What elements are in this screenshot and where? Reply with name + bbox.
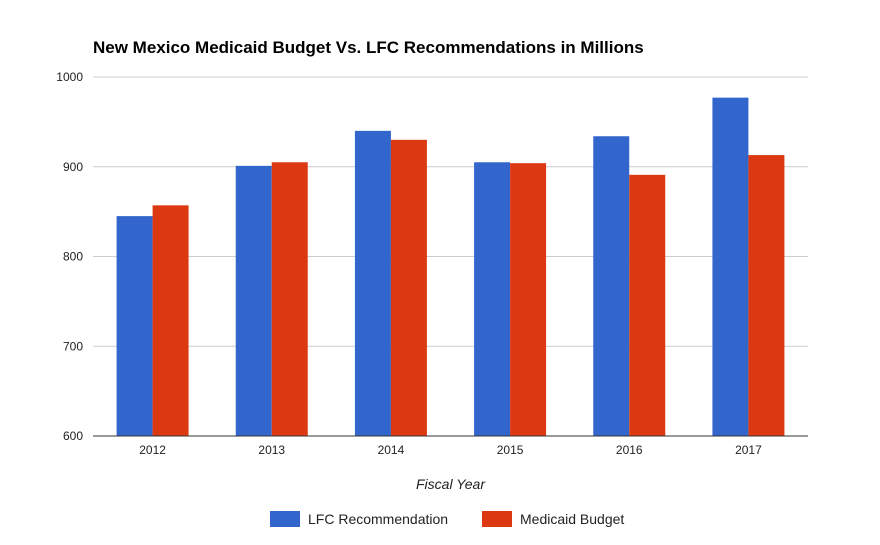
x-tick-label: 2013 [258, 443, 285, 457]
bar-medicaid-budget-2016[interactable] [629, 174, 666, 436]
y-tick-label: 1000 [56, 70, 83, 84]
bar-lfc-recommendation-2014[interactable] [354, 130, 391, 436]
bar-medicaid-budget-2013[interactable] [271, 162, 308, 436]
legend-swatch [270, 511, 300, 527]
y-tick-label: 700 [63, 339, 83, 353]
x-tick-label: 2015 [497, 443, 524, 457]
bar-lfc-recommendation-2012[interactable] [116, 216, 153, 436]
bar-lfc-recommendation-2017[interactable] [712, 97, 749, 436]
y-tick-label: 900 [63, 160, 83, 174]
x-axis-ticks: 2012 2013 2014 2015 2016 2017 [139, 443, 762, 457]
legend[interactable]: LFC Recommendation Medicaid Budget [270, 511, 624, 527]
y-axis-ticks: 600 700 800 900 1000 [56, 70, 83, 443]
bar-medicaid-budget-2017[interactable] [748, 155, 785, 436]
legend-label[interactable]: Medicaid Budget [520, 511, 624, 527]
bar-lfc-recommendation-2013[interactable] [235, 165, 272, 437]
bar-lfc-recommendation-2015[interactable] [474, 162, 511, 436]
chart-title: New Mexico Medicaid Budget Vs. LFC Recom… [93, 38, 644, 57]
bars [116, 97, 785, 437]
bar-medicaid-budget-2012[interactable] [152, 205, 189, 436]
x-tick-label: 2017 [735, 443, 762, 457]
x-tick-label: 2012 [139, 443, 166, 457]
legend-label[interactable]: LFC Recommendation [308, 511, 448, 527]
bar-medicaid-budget-2014[interactable] [390, 139, 427, 436]
bar-lfc-recommendation-2016[interactable] [593, 136, 630, 437]
gridlines [93, 76, 808, 347]
x-tick-label: 2016 [616, 443, 643, 457]
x-axis-title: Fiscal Year [416, 476, 486, 492]
bar-medicaid-budget-2015[interactable] [510, 163, 547, 436]
y-tick-label: 800 [63, 250, 83, 264]
x-tick-label: 2014 [378, 443, 405, 457]
legend-swatch [482, 511, 512, 527]
y-tick-label: 600 [63, 429, 83, 443]
